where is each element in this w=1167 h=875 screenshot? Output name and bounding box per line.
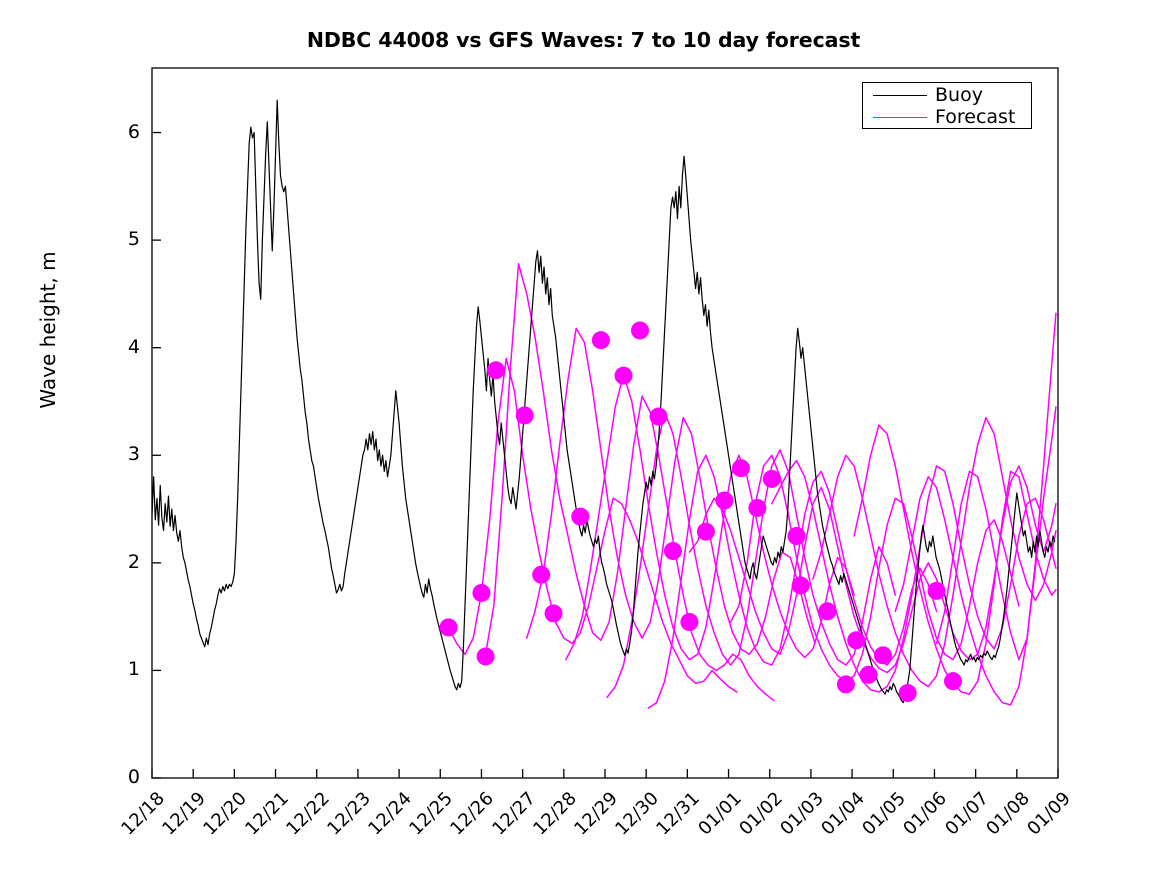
y-tick-label: 0 — [127, 766, 140, 788]
series-path — [976, 465, 1057, 656]
series-path — [812, 416, 1057, 688]
legend: Buoy Forecast — [862, 82, 1032, 129]
forecast-marker-dot — [663, 542, 682, 561]
series-path — [526, 327, 816, 656]
forecast-series-group — [447, 263, 1057, 709]
forecast-marker-dot — [544, 604, 563, 623]
forecast-marker-dot — [873, 646, 892, 665]
forecast-marker-dot — [472, 583, 491, 602]
forecast-marker-dot — [943, 672, 962, 691]
forecast-marker-dot — [859, 665, 878, 684]
forecast-marker-dot — [818, 602, 837, 621]
forecast-marker-dot — [715, 491, 734, 510]
forecast-marker-dot — [571, 507, 590, 526]
forecast-marker-dot — [680, 613, 699, 632]
x-tick-marks — [151, 769, 1059, 778]
y-tick-label: 3 — [127, 443, 140, 466]
forecast-marker-dot — [791, 576, 810, 595]
forecast-marker-dot — [614, 366, 633, 385]
series-path — [447, 357, 738, 693]
forecast-marker-dot — [731, 459, 750, 478]
forecast-marker-dot — [631, 321, 649, 340]
series-path — [606, 411, 897, 699]
forecast-marker-dot — [787, 526, 806, 545]
y-tick-label: 6 — [127, 120, 140, 143]
series-path — [565, 373, 855, 661]
y-tick-label: 4 — [127, 335, 140, 358]
legend-swatch-forecast — [873, 117, 927, 118]
forecast-marker-dot — [927, 581, 946, 600]
y-tick-label: 1 — [127, 658, 140, 681]
series-path — [484, 263, 775, 702]
forecast-marker-group — [439, 321, 962, 703]
forecast-marker-dot — [748, 498, 767, 517]
forecast-marker-dot — [591, 331, 610, 350]
forecast-marker-dot — [476, 647, 495, 666]
legend-entry-forecast: Forecast — [863, 106, 1033, 129]
axes-frame — [151, 67, 1059, 779]
chart-title: NDBC 44008 vs GFS Waves: 7 to 10 day for… — [306, 28, 861, 52]
forecast-marker-dot — [486, 361, 505, 380]
series-path — [688, 486, 979, 674]
forecast-marker-dot — [898, 684, 917, 703]
series-path — [935, 312, 1057, 661]
forecast-marker-dot — [649, 407, 668, 426]
legend-label-buoy: Buoy — [935, 84, 983, 106]
forecast-marker-dot — [515, 406, 534, 425]
forecast-marker-dot — [696, 522, 715, 541]
forecast-marker-dot — [762, 469, 781, 488]
forecast-marker-dot — [439, 618, 458, 637]
forecast-marker-dot — [532, 565, 551, 584]
forecast-marker-dot — [847, 631, 866, 650]
legend-entry-buoy: Buoy — [863, 84, 1033, 107]
y-tick-label: 5 — [127, 228, 140, 251]
forecast-marker-dot — [836, 675, 855, 694]
legend-label-forecast: Forecast — [935, 106, 1016, 128]
y-tick-label: 2 — [127, 550, 140, 573]
legend-swatch-buoy — [873, 95, 927, 96]
y-tick-marks — [152, 131, 161, 779]
